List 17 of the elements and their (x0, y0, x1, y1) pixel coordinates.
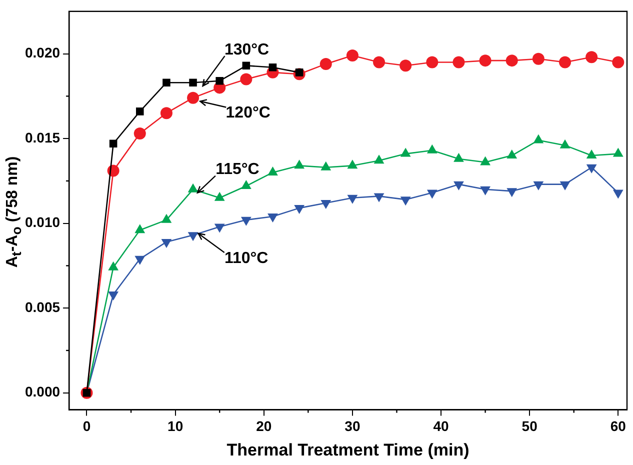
x-tick-label: 0 (82, 418, 91, 434)
annotation: 120°C (226, 104, 271, 122)
x-tick-label: 30 (344, 418, 360, 434)
x-axis-title: Thermal Treatment Time (min) (226, 440, 470, 460)
y-tick-label: 0.000 (24, 384, 60, 400)
x-tick-label: 10 (168, 418, 184, 434)
annotation: 110°C (224, 250, 269, 267)
y-tick-label: 0.010 (24, 214, 60, 230)
x-tick-label: 60 (610, 418, 626, 434)
x-tick-label: 20 (256, 418, 272, 434)
y-tick-label: 0.020 (24, 44, 60, 61)
x-tick-label: 50 (522, 418, 538, 434)
y-tick-label: 0.015 (24, 129, 60, 146)
x-tick-label: 40 (433, 418, 450, 434)
y-tick-label: 0.005 (24, 298, 60, 315)
annotation: 115°C (216, 161, 260, 178)
annotation: 130°C (224, 41, 270, 58)
